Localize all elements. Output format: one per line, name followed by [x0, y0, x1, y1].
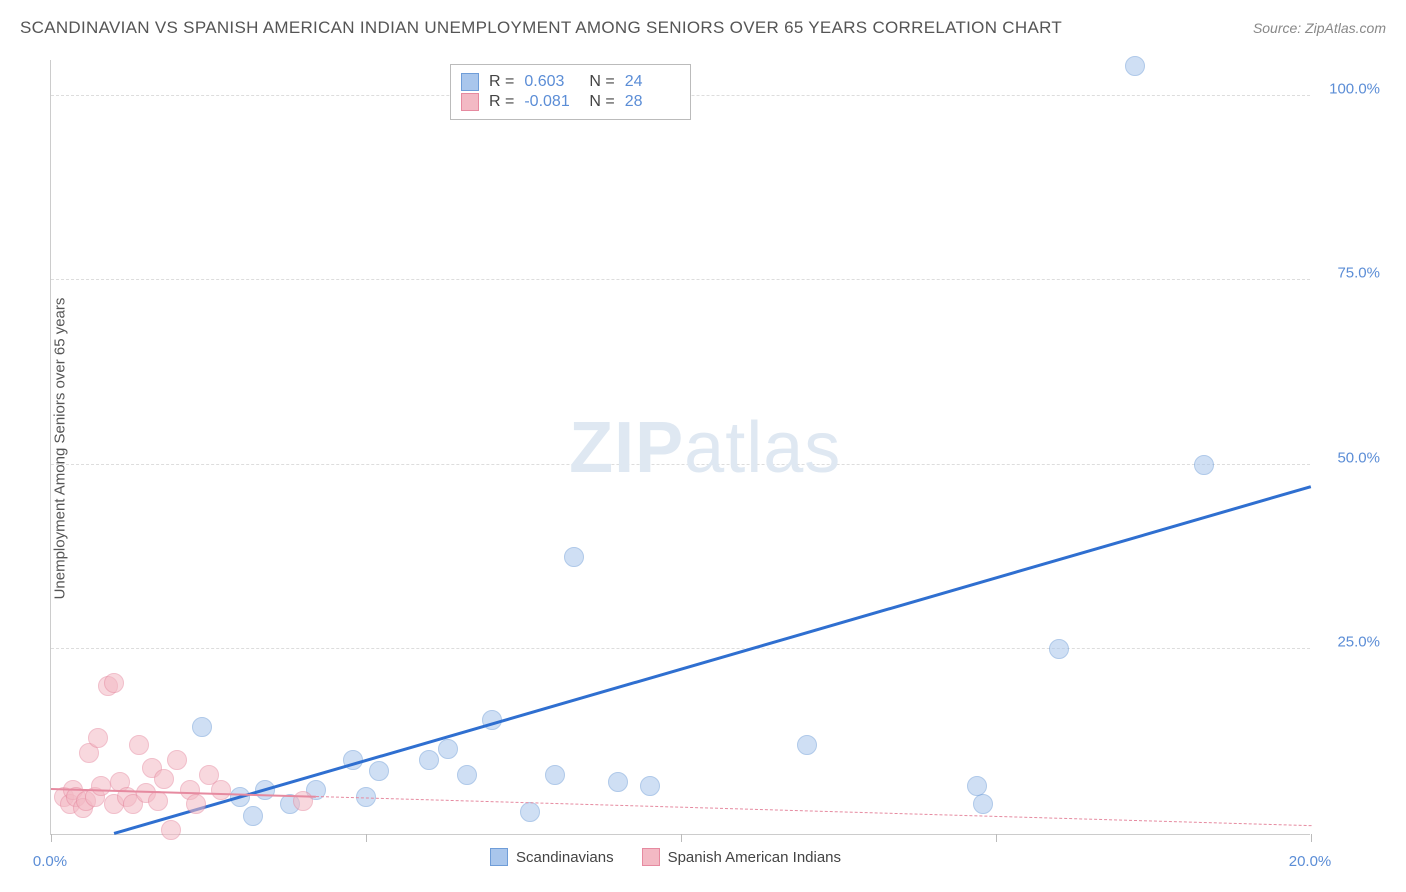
gridline	[51, 648, 1310, 649]
x-tick	[681, 834, 682, 842]
y-tick-label: 25.0%	[1337, 634, 1380, 651]
legend-item: Spanish American Indians	[642, 848, 841, 866]
x-tick-label: 0.0%	[33, 853, 67, 870]
source-label: Source: ZipAtlas.com	[1253, 20, 1386, 36]
legend-swatch	[461, 93, 479, 111]
stat-r-label: R =	[489, 93, 514, 111]
data-point	[369, 761, 389, 781]
data-point	[967, 776, 987, 796]
legend-swatch	[461, 73, 479, 91]
gridline	[51, 464, 1310, 465]
data-point	[419, 750, 439, 770]
data-point	[640, 776, 660, 796]
x-tick-label: 20.0%	[1289, 853, 1332, 870]
chart-title: SCANDINAVIAN VS SPANISH AMERICAN INDIAN …	[20, 18, 1062, 38]
x-tick	[996, 834, 997, 842]
data-point	[88, 728, 108, 748]
data-point	[148, 791, 168, 811]
stats-row: R = 0.603 N = 24	[461, 73, 680, 91]
legend-label: Spanish American Indians	[668, 849, 841, 866]
data-point	[1125, 56, 1145, 76]
data-point	[545, 765, 565, 785]
data-point	[520, 802, 540, 822]
data-point	[973, 794, 993, 814]
legend-label: Scandinavians	[516, 849, 614, 866]
data-point	[608, 772, 628, 792]
data-point	[243, 806, 263, 826]
data-point	[192, 717, 212, 737]
data-point	[211, 780, 231, 800]
data-point	[457, 765, 477, 785]
data-point	[1049, 639, 1069, 659]
y-tick-label: 100.0%	[1329, 80, 1380, 97]
stat-n-label: N =	[589, 73, 614, 91]
data-point	[167, 750, 187, 770]
x-tick	[51, 834, 52, 842]
data-point	[154, 769, 174, 789]
stat-n-value: 28	[625, 93, 680, 111]
stat-r-value: 0.603	[524, 73, 579, 91]
legend-item: Scandinavians	[490, 848, 614, 866]
stat-n-label: N =	[589, 93, 614, 111]
x-tick	[1311, 834, 1312, 842]
legend-swatch	[490, 848, 508, 866]
x-tick	[366, 834, 367, 842]
gridline	[51, 279, 1310, 280]
trend-line	[316, 796, 1311, 826]
stat-r-value: -0.081	[524, 93, 579, 111]
y-axis-label: Unemployment Among Seniors over 65 years	[52, 249, 69, 649]
legend-bottom: Scandinavians Spanish American Indians	[490, 848, 841, 866]
data-point	[438, 739, 458, 759]
y-tick-label: 50.0%	[1337, 449, 1380, 466]
data-point	[797, 735, 817, 755]
data-point	[293, 791, 313, 811]
stat-r-label: R =	[489, 73, 514, 91]
trend-line	[114, 485, 1312, 834]
data-point	[161, 820, 181, 840]
stat-n-value: 24	[625, 73, 680, 91]
stats-row: R = -0.081 N = 28	[461, 93, 680, 111]
correlation-stats-box: R = 0.603 N = 24 R = -0.081 N = 28	[450, 64, 691, 120]
scatter-plot-area: 25.0%50.0%75.0%100.0%	[50, 60, 1310, 835]
data-point	[186, 794, 206, 814]
data-point	[91, 776, 111, 796]
data-point	[129, 735, 149, 755]
data-point	[564, 547, 584, 567]
data-point	[104, 673, 124, 693]
y-tick-label: 75.0%	[1337, 265, 1380, 282]
data-point	[1194, 455, 1214, 475]
legend-swatch	[642, 848, 660, 866]
